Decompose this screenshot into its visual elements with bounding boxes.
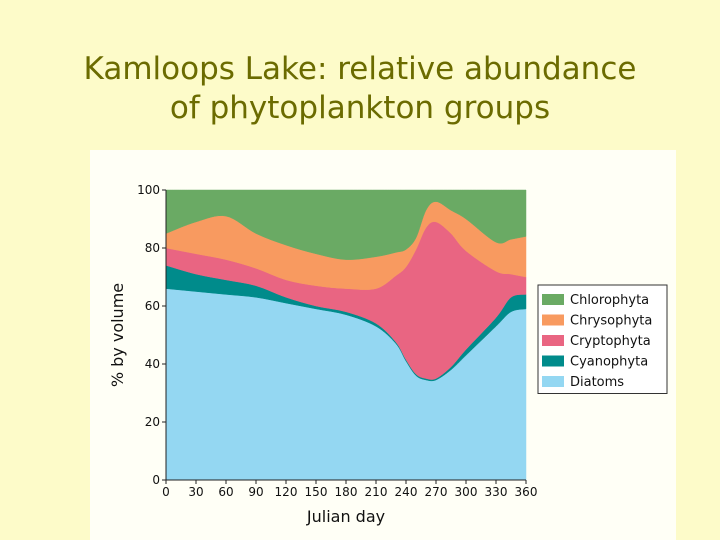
chart-legend: Chlorophyta Chrysophyta Cryptophyta Cyanoph…: [537, 284, 668, 394]
legend-label-cyanophyta: Cyanophyta: [570, 355, 648, 370]
y-tick-label: 100: [137, 183, 160, 197]
legend-label-diatoms: Diatoms: [570, 375, 624, 390]
legend-label-cryptophyta: Cryptophyta: [570, 334, 651, 349]
title-line-2: of phytoplankton groups: [169, 90, 551, 126]
x-tick-label: 330: [485, 485, 508, 499]
legend-label-chrysophyta: Chrysophyta: [570, 314, 652, 329]
legend-swatch-cryptophyta: [542, 335, 564, 346]
y-tick-label: 0: [152, 473, 160, 487]
legend-label-chlorophyta: Chlorophyta: [570, 293, 649, 308]
y-tick-label: 80: [145, 241, 160, 255]
areas-layer: [165, 189, 527, 481]
y-axis-title: % by volume: [108, 283, 127, 387]
title-line-1: Kamloops Lake: relative abundance: [83, 51, 637, 87]
chart-panel: 0 20 40 60 80 100 0 30 60 90 120 150 180 210 240 270 300…: [90, 150, 676, 540]
x-tick-label: 90: [248, 485, 263, 499]
stacked-area-chart: 0 20 40 60 80 100 0 30 60 90 120 150 180 210 240 270 300…: [108, 183, 668, 526]
y-tick-label: 60: [145, 299, 160, 313]
x-tick-label: 300: [455, 485, 478, 499]
x-tick-label: 120: [275, 485, 298, 499]
x-tick-label: 210: [365, 485, 388, 499]
legend-swatch-chrysophyta: [542, 314, 564, 326]
area-chlorophyta: [165, 189, 527, 260]
axes-layer: 0 20 40 60 80 100 0 30 60 90 120 150 180 210 240 270 300…: [108, 183, 537, 526]
x-tick-label: 360: [515, 485, 538, 499]
x-axis-title: Julian day: [306, 507, 385, 526]
x-tick-label: 60: [218, 485, 233, 499]
x-tick-label: 270: [425, 485, 448, 499]
x-tick-label: 240: [395, 485, 418, 499]
y-tick-label: 40: [145, 357, 160, 371]
legend-swatch-diatoms: [542, 376, 564, 387]
y-tick-label: 20: [145, 415, 160, 429]
x-tick-label: 0: [162, 485, 170, 499]
x-tick-label: 30: [188, 485, 203, 499]
slide-title: Kamloops Lake: relative abundance of phy…: [0, 50, 720, 128]
legend-swatch-chlorophyta: [542, 294, 564, 305]
legend-swatch-cyanophyta: [542, 355, 564, 367]
x-tick-label: 180: [335, 485, 358, 499]
x-tick-label: 150: [305, 485, 328, 499]
